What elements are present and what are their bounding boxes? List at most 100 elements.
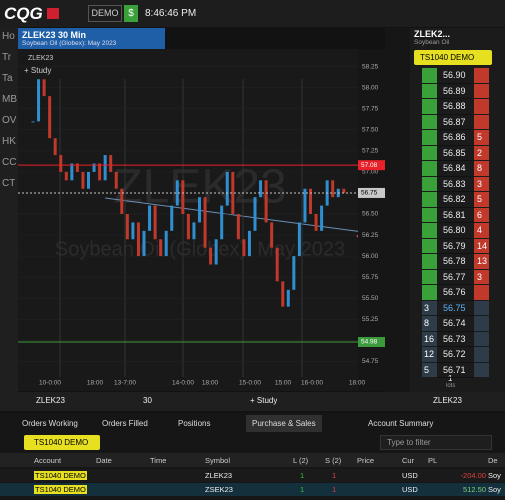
bid-cell[interactable] — [422, 254, 437, 270]
ask-cell[interactable] — [474, 269, 489, 285]
candle — [136, 222, 140, 257]
column-header[interactable]: Account — [34, 456, 62, 465]
price-level-tag — [358, 187, 385, 198]
bid-cell[interactable] — [422, 145, 437, 161]
filter-input[interactable]: Type to filter — [380, 435, 492, 450]
ask-cell[interactable] — [474, 83, 489, 99]
ask-cell[interactable] — [474, 347, 489, 363]
table-row[interactable] — [0, 469, 505, 482]
toolbar-symbol[interactable]: ZLEK23 — [36, 396, 65, 405]
tab[interactable]: Positions — [178, 419, 211, 428]
ask-cell[interactable] — [474, 207, 489, 223]
ask-cell[interactable] — [474, 114, 489, 130]
tab[interactable]: Purchase & Sales — [246, 415, 322, 432]
ask-cell[interactable] — [474, 145, 489, 161]
ask-cell[interactable] — [474, 130, 489, 146]
bid-cell[interactable] — [422, 223, 437, 239]
bid-cell[interactable] — [422, 331, 437, 347]
ask-cell[interactable] — [474, 331, 489, 347]
column-header[interactable]: S (2) — [325, 456, 342, 465]
price-cell: 56.88 — [437, 99, 474, 115]
account-button[interactable]: TS1040 DEMO — [24, 435, 100, 450]
ask-cell[interactable] — [474, 223, 489, 239]
toolbar: ZLEK23 30 + Study ZLEK23 — [0, 392, 505, 411]
y-tick-label: 58.25 — [362, 63, 379, 70]
chart-bg — [18, 49, 385, 391]
ask-cell[interactable] — [474, 238, 489, 254]
candle — [142, 230, 146, 257]
ask-cell[interactable] — [474, 362, 489, 378]
bid-cell[interactable] — [422, 316, 437, 332]
ask-cell[interactable] — [474, 161, 489, 177]
column-header[interactable]: Date — [96, 456, 112, 465]
column-header[interactable]: Cur — [402, 456, 415, 465]
dom-symbol[interactable]: ZLEK23 — [433, 396, 462, 405]
candle — [331, 180, 335, 198]
bid-cell[interactable] — [422, 238, 437, 254]
bid-cell[interactable] — [422, 347, 437, 363]
column-header[interactable]: Time — [150, 456, 167, 465]
column-header[interactable]: Symbol — [205, 456, 231, 465]
ask-cell[interactable] — [474, 176, 489, 192]
interval[interactable]: 30 — [143, 396, 152, 405]
tab-subtitle: Soybean Oil (Globex): May 2023 — [22, 40, 117, 47]
ask-cell[interactable] — [474, 192, 489, 208]
candle — [53, 138, 57, 156]
ask-cell[interactable] — [474, 285, 489, 301]
table-row[interactable] — [0, 483, 505, 496]
ask-cell[interactable] — [474, 254, 489, 270]
ask-cell[interactable] — [474, 68, 489, 84]
column-header[interactable]: L (2) — [293, 456, 309, 465]
candle — [75, 163, 79, 172]
bid-cell[interactable] — [422, 176, 437, 192]
nav-item[interactable]: MB — [2, 94, 17, 105]
y-tick-label: 57.00 — [362, 169, 379, 176]
bid-cell[interactable] — [422, 362, 437, 378]
nav-item[interactable]: HK — [2, 136, 16, 147]
bid-cell[interactable] — [422, 161, 437, 177]
ask-cell[interactable] — [474, 316, 489, 332]
bid-cell[interactable] — [422, 207, 437, 223]
bid-cell[interactable] — [422, 285, 437, 301]
nav-item[interactable]: CT — [2, 178, 16, 189]
bid-cell[interactable] — [422, 130, 437, 146]
nav-item[interactable]: OV — [2, 115, 17, 126]
tab[interactable]: Orders Filled — [102, 419, 148, 428]
y-tick-label: 55.25 — [362, 316, 379, 323]
price-axis — [358, 49, 385, 391]
candle — [164, 230, 168, 257]
bid-cell[interactable] — [422, 68, 437, 84]
candle — [192, 222, 196, 240]
bid-cell[interactable] — [422, 83, 437, 99]
chart-tab[interactable]: ZLEK23 30 Min Soybean Oil (Globex): May … — [18, 28, 165, 49]
column-header[interactable]: PL — [428, 456, 438, 465]
bid-cell[interactable] — [422, 269, 437, 285]
price-cell: 56.82 — [437, 192, 474, 208]
nav-item[interactable]: Ta — [2, 73, 13, 84]
ask-cell[interactable] — [474, 300, 489, 316]
toolbar-study[interactable]: + Study — [250, 396, 278, 405]
account-button[interactable]: TS1040 DEMO — [414, 50, 492, 65]
quantity[interactable]: 1 — [448, 374, 453, 383]
cash-button[interactable]: $ — [124, 5, 138, 22]
column-header[interactable]: De — [488, 456, 498, 465]
column-header[interactable]: Price — [357, 456, 375, 465]
cell-short: 1 — [332, 485, 337, 494]
mode[interactable]: DEMO — [88, 5, 122, 22]
price-cell: 56.80 — [437, 223, 474, 239]
ask-cell[interactable] — [474, 99, 489, 115]
bid-cell[interactable] — [422, 99, 437, 115]
bid-cell[interactable] — [422, 114, 437, 130]
tab[interactable]: Orders Working — [22, 419, 78, 428]
bid-cell[interactable] — [422, 300, 437, 316]
candle — [247, 230, 251, 257]
tab[interactable]: Account Summary — [368, 419, 434, 428]
chart: ZLEK23 Soybean Oil (Globex): May 2023 ZL… — [18, 49, 385, 391]
add-study[interactable]: + Study — [24, 66, 51, 75]
cell-account: TS1040 DEMO — [34, 471, 87, 480]
bid-cell[interactable] — [422, 192, 437, 208]
cell-account: TS1040 DEMO — [34, 485, 87, 494]
nav-item[interactable]: Tr — [2, 52, 12, 63]
nav-item[interactable]: CC — [2, 157, 17, 168]
nav-item[interactable]: Ho — [2, 31, 15, 42]
